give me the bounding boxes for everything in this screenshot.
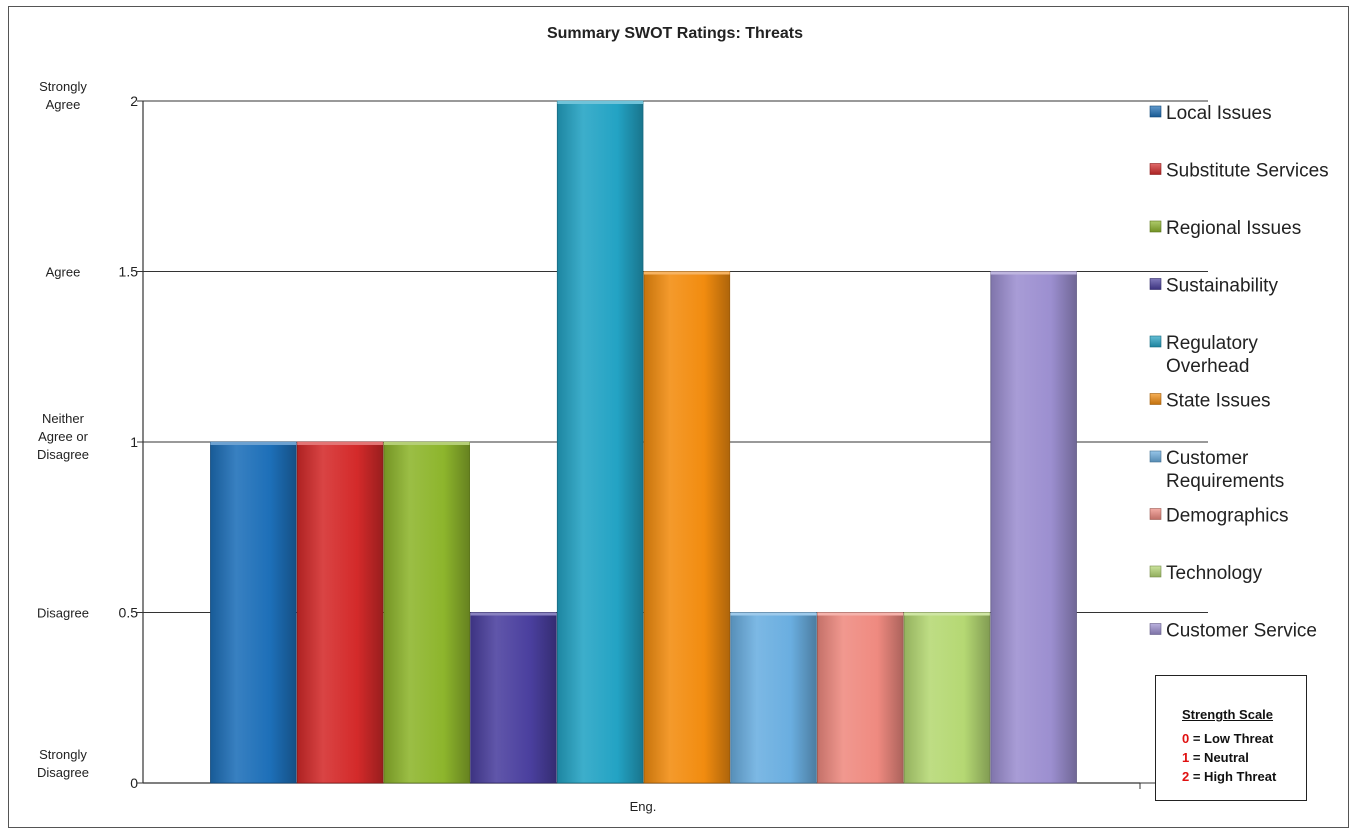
legend-swatch (1149, 335, 1162, 348)
bar-top-highlight (297, 442, 383, 445)
chart-title: Summary SWOT Ratings: Threats (547, 25, 803, 42)
y-scale-text-label: Disagree (37, 447, 89, 462)
legend-swatch (1149, 450, 1162, 463)
scale-meaning: = Low Threat (1189, 731, 1274, 746)
legend-label: Local Issues (1166, 103, 1272, 124)
scale-value: 1 (1182, 750, 1190, 765)
legend-item: Sustainability (1149, 276, 1278, 297)
legend-label: Demographics (1166, 506, 1289, 527)
legend-item: State Issues (1149, 391, 1271, 412)
y-scale-text-label: Agree (46, 265, 81, 280)
legend-label: Overhead (1166, 356, 1249, 377)
strength-scale-row-low: 0 = Low Threat (1182, 731, 1273, 746)
y-scale-text-label: Neither (42, 411, 85, 426)
bar-top-highlight (644, 271, 730, 275)
bar-regional-issues (383, 441, 470, 784)
legend-label: Regional Issues (1166, 218, 1301, 239)
bar-top-highlight (817, 612, 904, 616)
legend-item: Local Issues (1149, 103, 1272, 124)
bar-top-highlight (383, 442, 470, 445)
y-scale-text-label: Strongly (39, 79, 87, 94)
legend-swatch (1149, 105, 1162, 118)
bar-substitute-services (296, 441, 384, 784)
y-scale-text-label: Agree or (38, 429, 89, 444)
bar-technology (903, 612, 991, 784)
x-category-label: Eng. (630, 799, 657, 814)
scale-value: 0 (1182, 731, 1190, 746)
legend-swatch (1149, 278, 1162, 290)
y-tick-label: 0 (130, 775, 138, 791)
legend-label: Regulatory (1166, 333, 1258, 354)
bar-customer-service (990, 271, 1077, 784)
bar-local-issues (210, 441, 297, 784)
strength-scale-box: Strength Scale 0 = Low Threat 1 = Neutra… (1155, 675, 1307, 801)
y-tick-label: 0.5 (119, 605, 139, 621)
y-tick-label: 1 (130, 434, 138, 450)
bar-demographics (817, 612, 904, 784)
legend-swatch (1149, 623, 1162, 635)
bar-top-highlight (904, 612, 990, 616)
legend-label: Customer (1166, 448, 1249, 469)
legend-item: Technology (1149, 563, 1263, 584)
bar-top-highlight (990, 271, 1077, 275)
legend: Local Issues Substitute Services Regional … (1149, 103, 1329, 642)
legend-label: Customer Service (1166, 621, 1317, 642)
bar-top-highlight (470, 612, 557, 616)
legend-swatch (1149, 565, 1162, 578)
legend-item: Customer Service (1149, 621, 1317, 642)
legend-label: Substitute Services (1166, 161, 1329, 182)
scale-value: 2 (1182, 769, 1190, 784)
legend-swatch (1149, 508, 1162, 520)
y-scale-text-label: Agree (46, 97, 81, 112)
legend-item: Substitute Services (1149, 161, 1329, 182)
legend-label: State Issues (1166, 391, 1271, 412)
strength-scale-title: Strength Scale (1182, 707, 1274, 722)
strength-scale-row-neutral: 1 = Neutral (1182, 750, 1249, 765)
y-tick-labels: 0 0.5 1 1.5 2 (119, 93, 139, 791)
y-tick-label: 2 (130, 93, 138, 109)
legend-label: Requirements (1166, 471, 1284, 492)
legend-swatch (1149, 393, 1162, 405)
x-category-labels: Eng. (630, 799, 657, 814)
legend-label: Sustainability (1166, 276, 1278, 297)
bar-state-issues (643, 271, 731, 784)
legend-swatch (1149, 220, 1162, 233)
bar-customer-requirements (730, 612, 817, 784)
y-scale-text-label: Strongly (39, 747, 87, 762)
y-tick-label: 1.5 (119, 264, 139, 280)
y-scale-text-label: Disagree (37, 765, 89, 780)
y-scale-text-label: Disagree (37, 606, 89, 621)
legend-item: Demographics (1149, 506, 1289, 527)
bar-sustainability (470, 612, 557, 784)
bar-regulatory-overhead (556, 100, 644, 784)
legend-swatch (1149, 163, 1162, 175)
bar-top-highlight (730, 612, 817, 616)
legend-item: Regional Issues (1149, 218, 1301, 239)
y-scale-text-labels: Strongly Disagree Disagree Neither Agree or D… (37, 79, 89, 780)
scale-meaning: = Neutral (1189, 750, 1249, 765)
scale-meaning: = High Threat (1189, 769, 1277, 784)
strength-scale-row-high: 2 = High Threat (1182, 769, 1276, 784)
bar-top-highlight (557, 101, 643, 104)
legend-label: Technology (1166, 563, 1263, 584)
bar-top-highlight (210, 442, 297, 445)
bars (210, 100, 1077, 784)
